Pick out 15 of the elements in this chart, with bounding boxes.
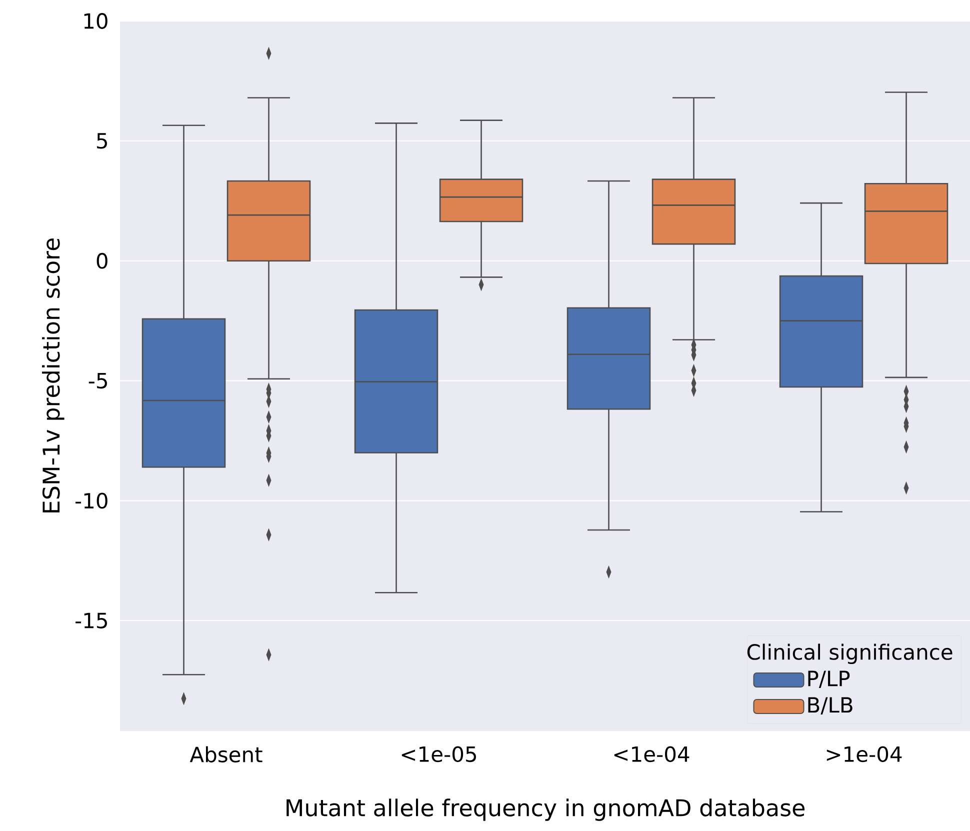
legend-label: B/LB — [808, 697, 852, 714]
x-axis-title: Mutant allele frequency in gnomAD database — [286, 798, 804, 821]
x-tick-label: Absent — [190, 746, 262, 762]
y-tick-label: 10 — [84, 13, 108, 29]
y-tick-label: -15 — [76, 612, 107, 628]
y-tick-label: -10 — [76, 492, 108, 509]
x-tick-label: >1e-04 — [826, 746, 902, 762]
legend-title: Clinical significance — [747, 644, 952, 664]
y-tick-label: -5 — [88, 372, 107, 389]
legend-label: P/LP — [808, 670, 850, 688]
x-tick-label: <1e-04 — [614, 746, 690, 762]
y-tick-label: 5 — [97, 133, 107, 149]
y-axis-title: ESM-1v prediction score — [42, 238, 64, 512]
x-tick-label: <1e-05 — [402, 746, 476, 762]
y-tick-label: 0 — [96, 252, 108, 269]
